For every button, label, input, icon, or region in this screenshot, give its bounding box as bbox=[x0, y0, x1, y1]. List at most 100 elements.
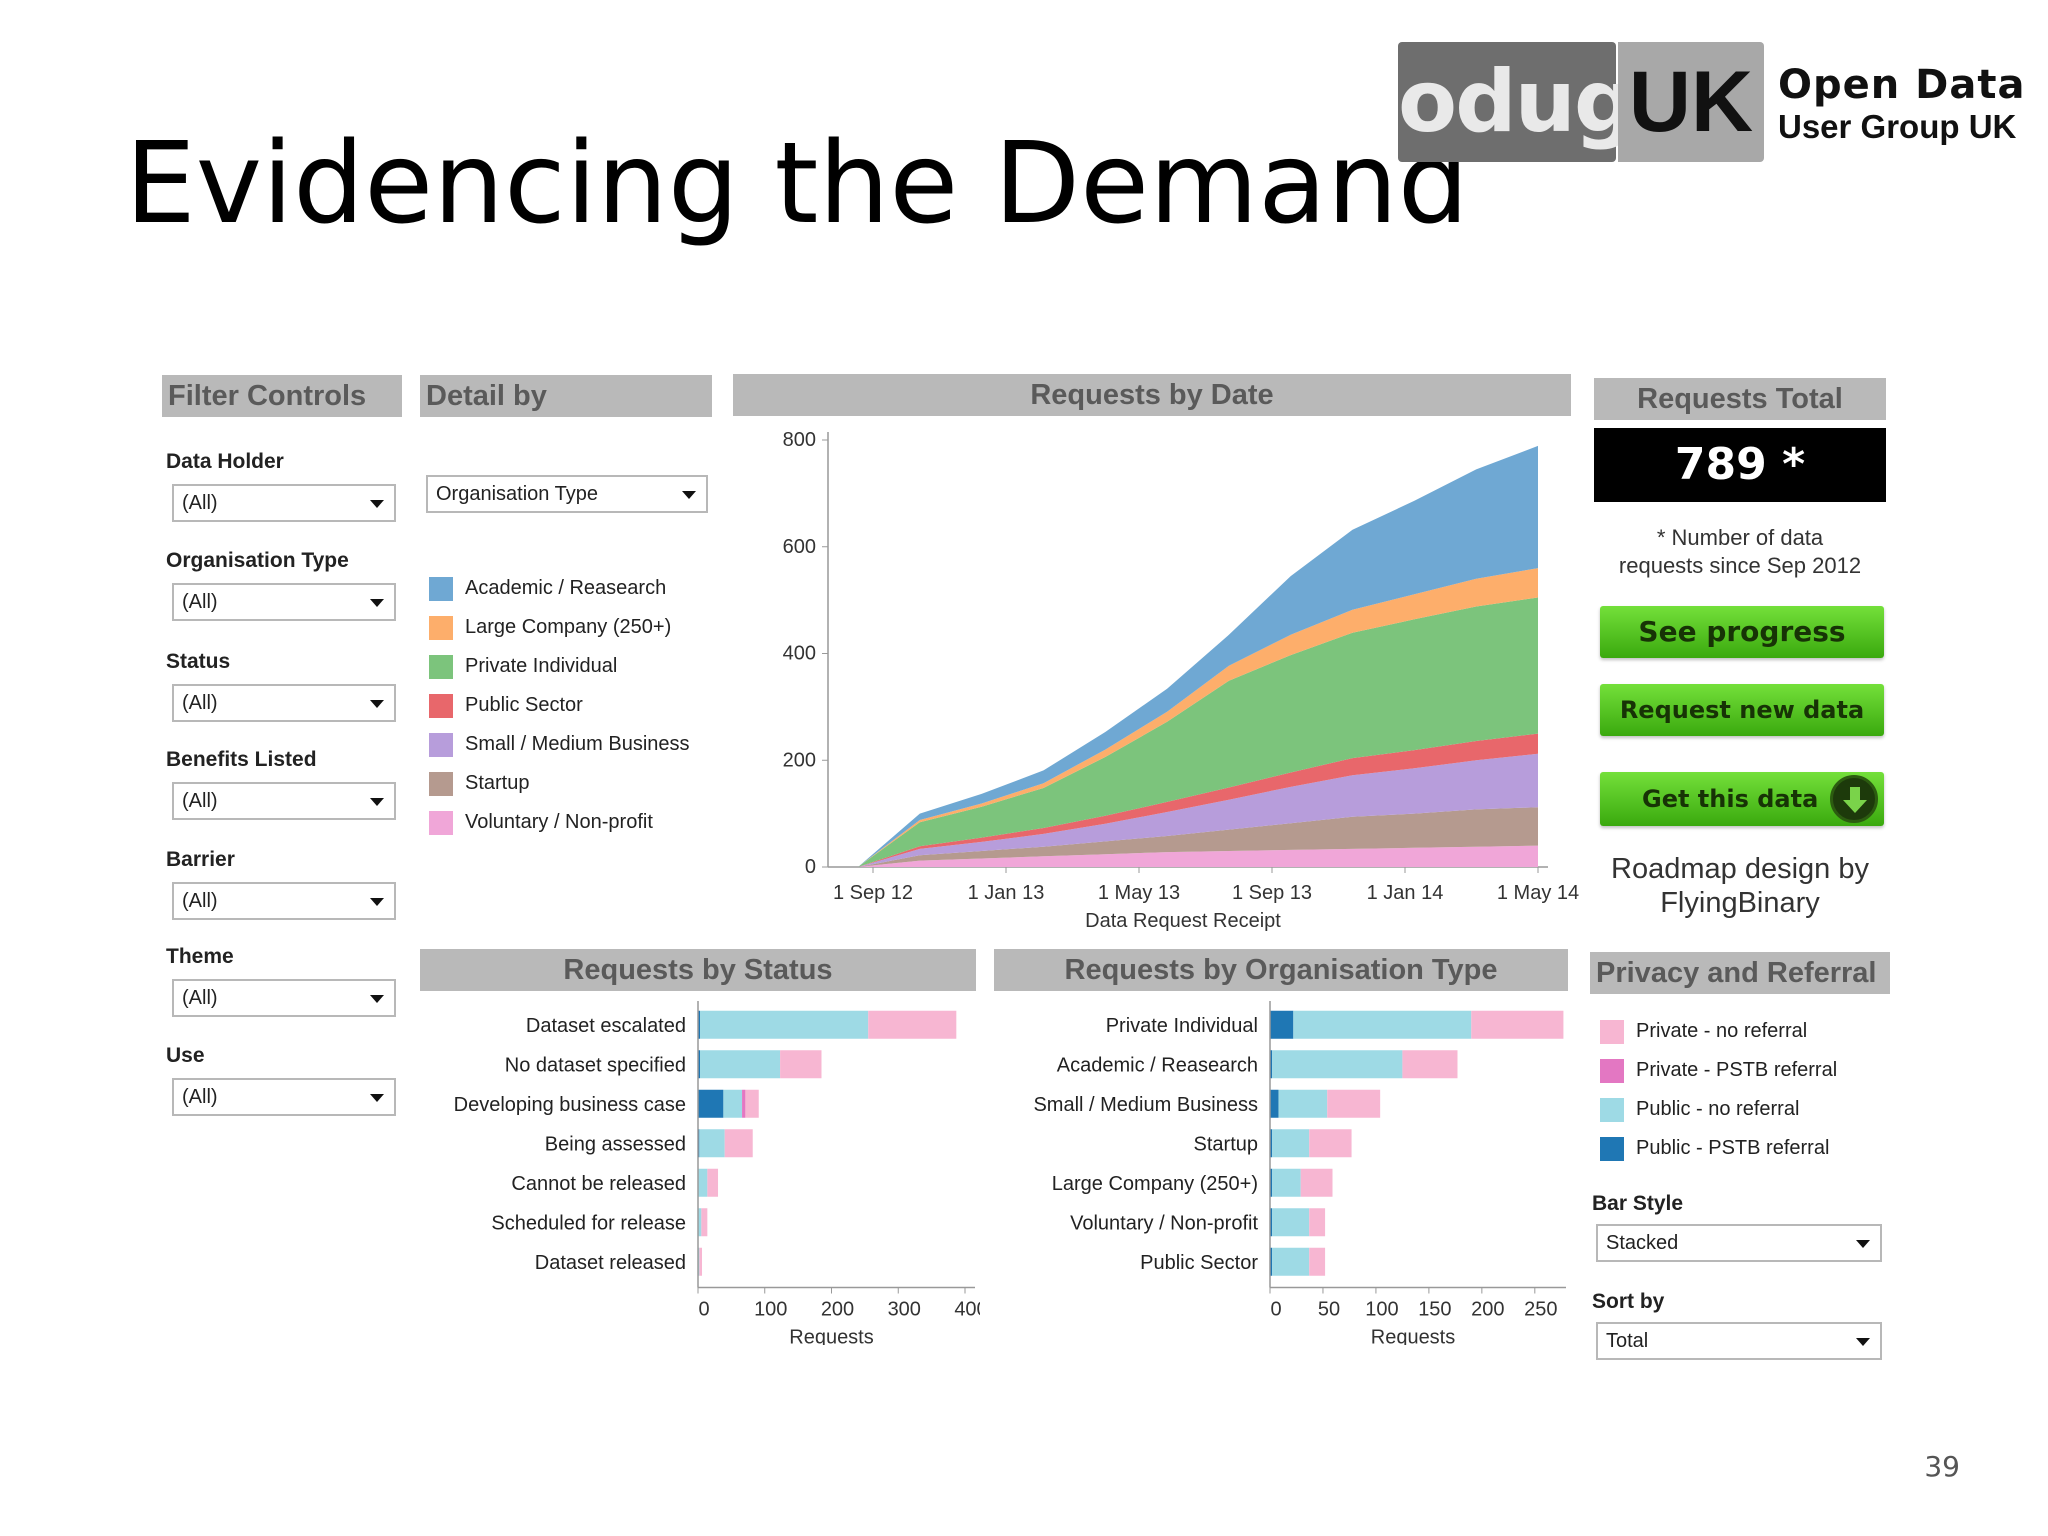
requests-total-header: Requests Total bbox=[1594, 378, 1886, 420]
logo-line1: Open Data bbox=[1778, 62, 2026, 108]
chevron-down-icon bbox=[370, 898, 384, 906]
bar-segment bbox=[701, 1208, 708, 1237]
get-this-data-label: Get this data bbox=[1642, 785, 1819, 813]
dropdown-value: Total bbox=[1606, 1330, 1649, 1352]
chevron-down-icon bbox=[370, 599, 384, 607]
x-tick-label: 150 bbox=[1418, 1299, 1451, 1321]
bar-segment bbox=[1402, 1050, 1458, 1079]
bar-segment bbox=[1300, 1168, 1333, 1197]
sort-by-dropdown[interactable]: Total bbox=[1596, 1322, 1882, 1360]
chevron-down-icon bbox=[370, 798, 384, 806]
bar-category-label: Academic / Reasearch bbox=[1057, 1054, 1258, 1076]
privacy-referral-header: Privacy and Referral bbox=[1590, 952, 1890, 994]
bar-segment bbox=[1309, 1129, 1352, 1158]
dropdown-value: (All) bbox=[182, 890, 218, 912]
roadmap-credit: Roadmap design by FlyingBinary bbox=[1580, 852, 1900, 920]
logo-uk-text: UK bbox=[1618, 42, 1764, 162]
x-tick-label: 1 Jan 13 bbox=[968, 882, 1045, 904]
filter-barrier-dropdown[interactable]: (All) bbox=[172, 882, 396, 920]
area-series bbox=[858, 445, 1538, 867]
legend-item[interactable]: Academic / Reasearch bbox=[429, 575, 719, 605]
chevron-down-icon bbox=[370, 995, 384, 1003]
legend-item[interactable]: Public - no referral bbox=[1600, 1096, 1890, 1126]
request-new-data-button[interactable]: Request new data bbox=[1600, 684, 1884, 736]
bar-segment bbox=[1309, 1247, 1326, 1276]
legend-item[interactable]: Small / Medium Business bbox=[429, 731, 719, 761]
legend-item[interactable]: Private - PSTB referral bbox=[1600, 1057, 1890, 1087]
detail-by-dropdown[interactable]: Organisation Type bbox=[426, 475, 708, 513]
area-series bbox=[858, 733, 1538, 867]
dropdown-value: (All) bbox=[182, 790, 218, 812]
legend-swatch bbox=[1600, 1020, 1624, 1044]
dropdown-value: Organisation Type bbox=[436, 483, 598, 505]
privacy-referral-legend: Private - no referral Private - PSTB ref… bbox=[1600, 1018, 1890, 1178]
bar-category-label: Small / Medium Business bbox=[1033, 1094, 1258, 1116]
bar-segment bbox=[868, 1010, 957, 1039]
bar-segment bbox=[724, 1129, 753, 1158]
page-number: 39 bbox=[1924, 1450, 1960, 1483]
legend-swatch bbox=[429, 694, 453, 718]
legend-item[interactable]: Public - PSTB referral bbox=[1600, 1135, 1890, 1165]
bar-segment bbox=[1270, 1050, 1273, 1079]
bar-segment bbox=[698, 1168, 708, 1197]
dropdown-value: (All) bbox=[182, 692, 218, 714]
bar-category-label: Public Sector bbox=[1140, 1252, 1258, 1274]
see-progress-button[interactable]: See progress bbox=[1600, 606, 1884, 658]
legend-swatch bbox=[429, 772, 453, 796]
legend-swatch bbox=[429, 811, 453, 835]
bar-segment bbox=[1272, 1247, 1310, 1276]
roadmap-line2: FlyingBinary bbox=[1660, 887, 1820, 919]
legend-label: Private - no referral bbox=[1636, 1020, 1808, 1042]
legend-item[interactable]: Voluntary / Non-profit bbox=[429, 809, 719, 839]
download-icon bbox=[1830, 775, 1878, 823]
legend-item[interactable]: Public Sector bbox=[429, 692, 719, 722]
x-tick-label: 100 bbox=[754, 1299, 787, 1321]
filter-theme-dropdown[interactable]: (All) bbox=[172, 979, 396, 1017]
legend-item[interactable]: Private Individual bbox=[429, 653, 719, 683]
bar-category-label: Cannot be released bbox=[511, 1173, 686, 1195]
bar-segment bbox=[1270, 1089, 1279, 1118]
x-tick-label: 300 bbox=[888, 1299, 921, 1321]
legend-item[interactable]: Private - no referral bbox=[1600, 1018, 1890, 1048]
bar-category-label: Voluntary / Non-profit bbox=[1070, 1212, 1258, 1234]
filter-data-holder-dropdown[interactable]: (All) bbox=[172, 484, 396, 522]
area-series bbox=[858, 568, 1538, 867]
x-tick-label: 1 Sep 13 bbox=[1232, 882, 1312, 904]
get-this-data-button[interactable]: Get this data bbox=[1600, 772, 1884, 826]
bar-segment bbox=[1309, 1208, 1326, 1237]
legend-label: Voluntary / Non-profit bbox=[465, 811, 653, 833]
bar-segment bbox=[745, 1089, 759, 1118]
legend-item[interactable]: Startup bbox=[429, 770, 719, 800]
bar-segment bbox=[707, 1168, 719, 1197]
chevron-down-icon bbox=[1856, 1338, 1870, 1346]
chevron-down-icon bbox=[370, 1094, 384, 1102]
bar-style-dropdown[interactable]: Stacked bbox=[1596, 1224, 1882, 1262]
bar-category-label: Being assessed bbox=[545, 1133, 686, 1155]
filter-label-status: Status bbox=[166, 650, 231, 673]
legend-label: Public - PSTB referral bbox=[1636, 1137, 1830, 1159]
roadmap-line1: Roadmap design by bbox=[1611, 853, 1869, 885]
filter-status-dropdown[interactable]: (All) bbox=[172, 684, 396, 722]
filter-label-data-holder: Data Holder bbox=[166, 450, 284, 473]
requests-by-date-chart: 0 200 400 600 800 1 Sep 12 1 Jan 13 1 May 13 1 S… bbox=[783, 429, 1580, 932]
requests-by-org-type-header: Requests by Organisation Type bbox=[994, 949, 1568, 991]
x-tick-label: 1 May 13 bbox=[1098, 882, 1180, 904]
legend-swatch bbox=[429, 616, 453, 640]
legend-item[interactable]: Large Company (250+) bbox=[429, 614, 719, 644]
y-tick-label: 600 bbox=[783, 536, 816, 558]
legend-swatch bbox=[429, 655, 453, 679]
legend-label: Academic / Reasearch bbox=[465, 577, 667, 599]
filter-benefits-listed-dropdown[interactable]: (All) bbox=[172, 782, 396, 820]
filter-organisation-type-dropdown[interactable]: (All) bbox=[172, 583, 396, 621]
area-series bbox=[858, 753, 1538, 867]
x-tick-label: 1 May 14 bbox=[1497, 882, 1579, 904]
bar-segment bbox=[698, 1010, 701, 1039]
requests-by-status-chart: Dataset escalated No dataset specified Dev… bbox=[454, 1001, 980, 1345]
legend-label: Small / Medium Business bbox=[465, 733, 690, 755]
filter-label-benefits-listed: Benefits Listed bbox=[166, 748, 317, 771]
filter-controls-header: Filter Controls bbox=[162, 375, 402, 417]
slide-title: Evidencing the Demand bbox=[125, 119, 1469, 249]
legend-label: Public - no referral bbox=[1636, 1098, 1800, 1120]
filter-use-dropdown[interactable]: (All) bbox=[172, 1078, 396, 1116]
bar-segment bbox=[698, 1208, 702, 1237]
